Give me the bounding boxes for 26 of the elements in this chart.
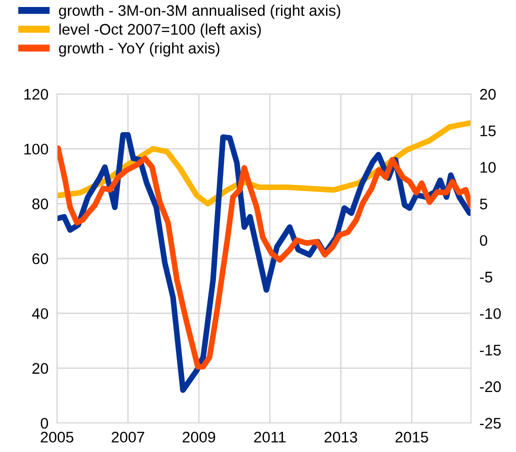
y2-tick-label: 5 <box>480 198 488 210</box>
y2-tick-label: -5 <box>480 272 492 282</box>
y-tick-label: 20 <box>32 363 48 374</box>
y2-tick-label: 20 <box>480 88 496 100</box>
y2-tick-label: -20 <box>480 381 501 392</box>
legend-label: level -Oct 2007=100 (left axis) <box>59 24 261 38</box>
y2-tick-label: 10 <box>480 162 496 173</box>
y2-tick-label: 0 <box>480 235 488 246</box>
legend-label: growth - YoY (right axis) <box>59 42 220 57</box>
y2-tick-label: -10 <box>480 308 501 320</box>
y-tick-label: 100 <box>24 144 48 155</box>
x-tick-label: 2015 <box>396 432 428 443</box>
y2-tick-label: -15 <box>480 344 501 356</box>
x-tick-label: 2005 <box>40 432 74 443</box>
y-tick-label: 60 <box>32 253 48 264</box>
y-tick-label: 120 <box>24 88 48 100</box>
y-tick-label: 0 <box>40 418 48 429</box>
x-tick-label: 2011 <box>254 432 286 443</box>
x-tick-label: 2009 <box>182 432 216 443</box>
legend-label: growth - 3M-on-3M annualised (right axis) <box>59 4 340 19</box>
x-tick-label: 2013 <box>324 432 358 443</box>
y-tick-label: 80 <box>32 198 48 210</box>
x-tick-label: 2007 <box>112 432 144 443</box>
y-tick-label: 40 <box>32 308 48 320</box>
y2-tick-label: 15 <box>480 126 496 136</box>
y2-tick-label: -25 <box>480 418 501 429</box>
